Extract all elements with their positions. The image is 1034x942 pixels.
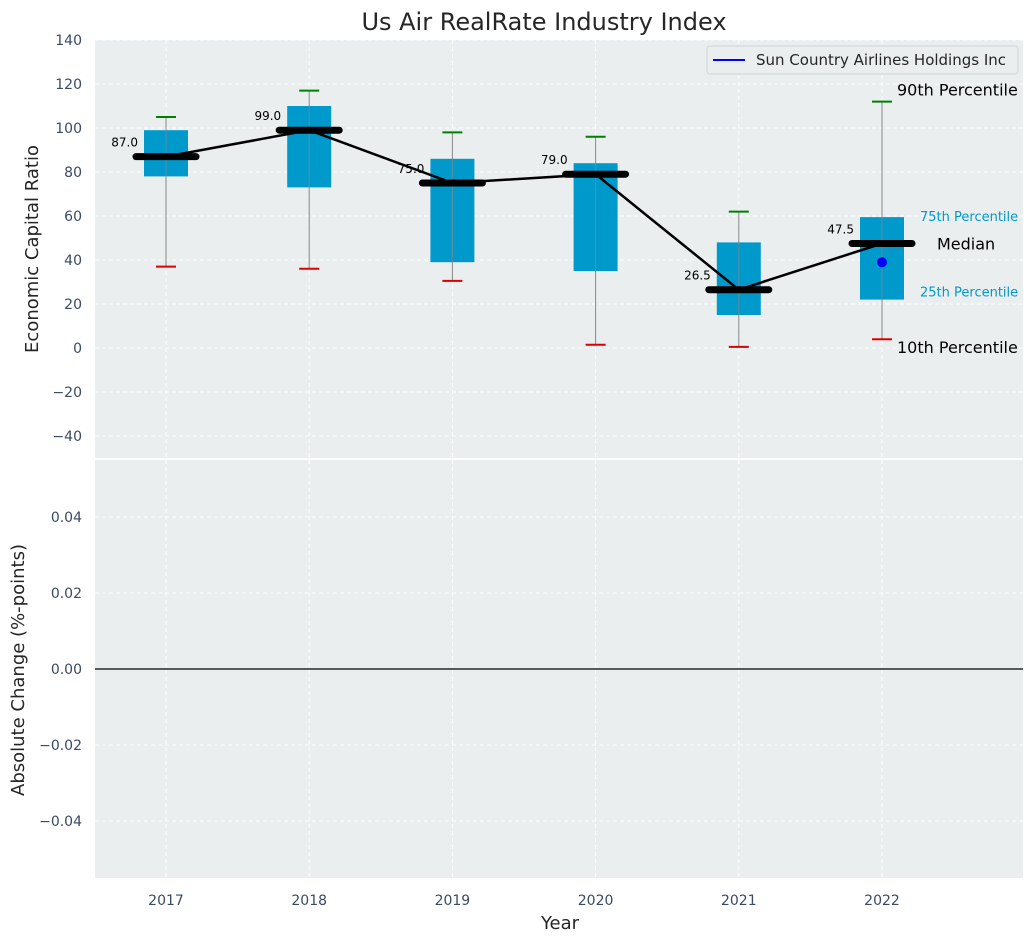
median-trend-line [165,128,883,292]
y-tick-label: 0.00 [51,662,82,678]
y-tick-label: 100 [55,121,82,137]
y-tick-label: 40 [64,253,82,269]
x-tick-label: 2020 [578,893,614,909]
y-tick-label: −0.04 [39,814,82,830]
x-tick-label: 2019 [435,893,471,909]
x-ticks: 2017 2018 2019 2020 2021 2022 [148,893,900,909]
x-axis-label: Year [540,913,580,934]
y-tick-label: −0.02 [39,738,82,754]
median-connector [165,128,887,292]
bottom-y-ticks: −0.04 −0.02 0.00 0.02 0.04 [39,510,82,830]
annotation-q1: 25th Percentile [920,286,1018,301]
annotation-median: Median [937,235,995,254]
top-y-axis-label: Economic Capital Ratio [22,145,43,353]
y-tick-label: 20 [64,297,82,313]
y-tick-label: 140 [55,33,82,49]
x-tick-label: 2018 [291,893,327,909]
y-tick-label: −40 [52,429,82,445]
annotation-p90: 90th Percentile [897,81,1018,100]
y-tick-label: 120 [55,77,82,93]
y-tick-label: −20 [52,385,82,401]
y-tick-label: 0.02 [51,586,82,602]
annotation-q3: 75th Percentile [920,210,1018,225]
x-tick-label: 2022 [864,893,900,909]
median-value-label: 87.0 [111,136,138,150]
top-grid [95,39,1023,458]
median-value-label: 79.0 [541,153,568,167]
y-tick-label: 80 [64,165,82,181]
y-tick-label: 0.04 [51,510,82,526]
x-tick-label: 2021 [721,893,757,909]
bottom-y-axis-label: Absolute Change (%-points) [8,544,29,796]
legend: Sun Country Airlines Holdings Inc [706,45,1019,75]
chart-title: Us Air RealRate Industry Index [361,8,726,36]
x-tick-label: 2017 [148,893,184,909]
legend-entry: Sun Country Airlines Holdings Inc [756,51,1006,69]
percentile-annotations: 90th Percentile 75th Percentile Median 25th… [897,81,1018,358]
top-y-ticks: −40 −20 0 20 40 60 80 100 120 140 [52,33,82,445]
legend-box [706,45,1019,75]
median-value-label: 47.5 [827,223,854,237]
company-point [877,257,887,268]
median-value-label: 99.0 [254,109,281,123]
y-tick-label: 0 [73,341,82,357]
median-value-label: 26.5 [684,269,711,283]
annotation-p10: 10th Percentile [897,338,1018,357]
box-series: 87.099.075.079.026.547.5 [111,89,916,348]
y-tick-label: 60 [64,209,82,225]
